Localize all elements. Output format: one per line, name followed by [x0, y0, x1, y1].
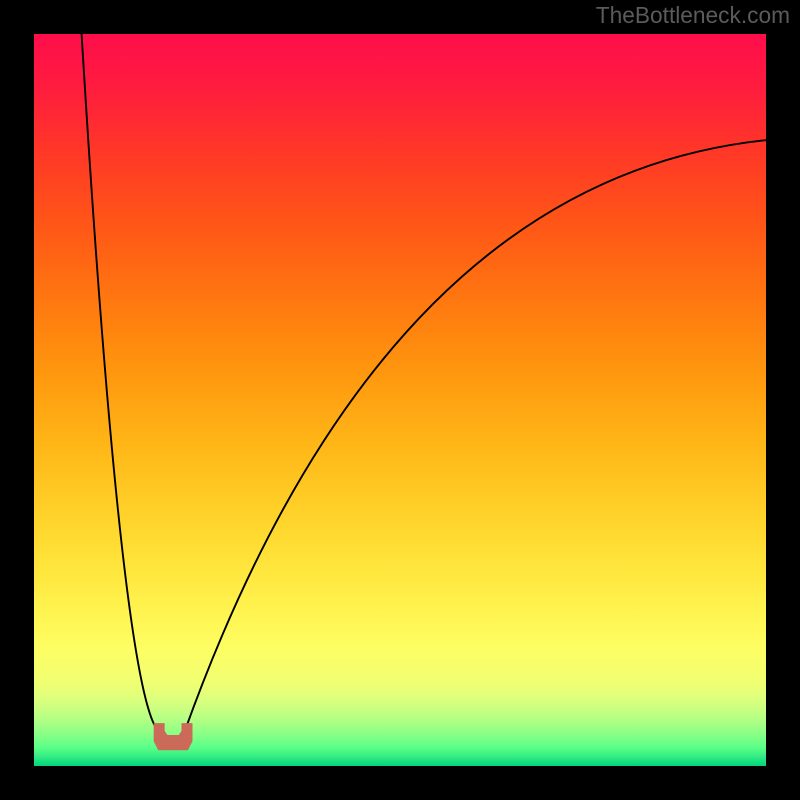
plot-area: [34, 34, 766, 766]
minimum-marker: [34, 34, 766, 766]
watermark-text: TheBottleneck.com: [596, 2, 790, 29]
u-marker-icon: [154, 724, 192, 750]
chart-stage: TheBottleneck.com: [0, 0, 800, 800]
